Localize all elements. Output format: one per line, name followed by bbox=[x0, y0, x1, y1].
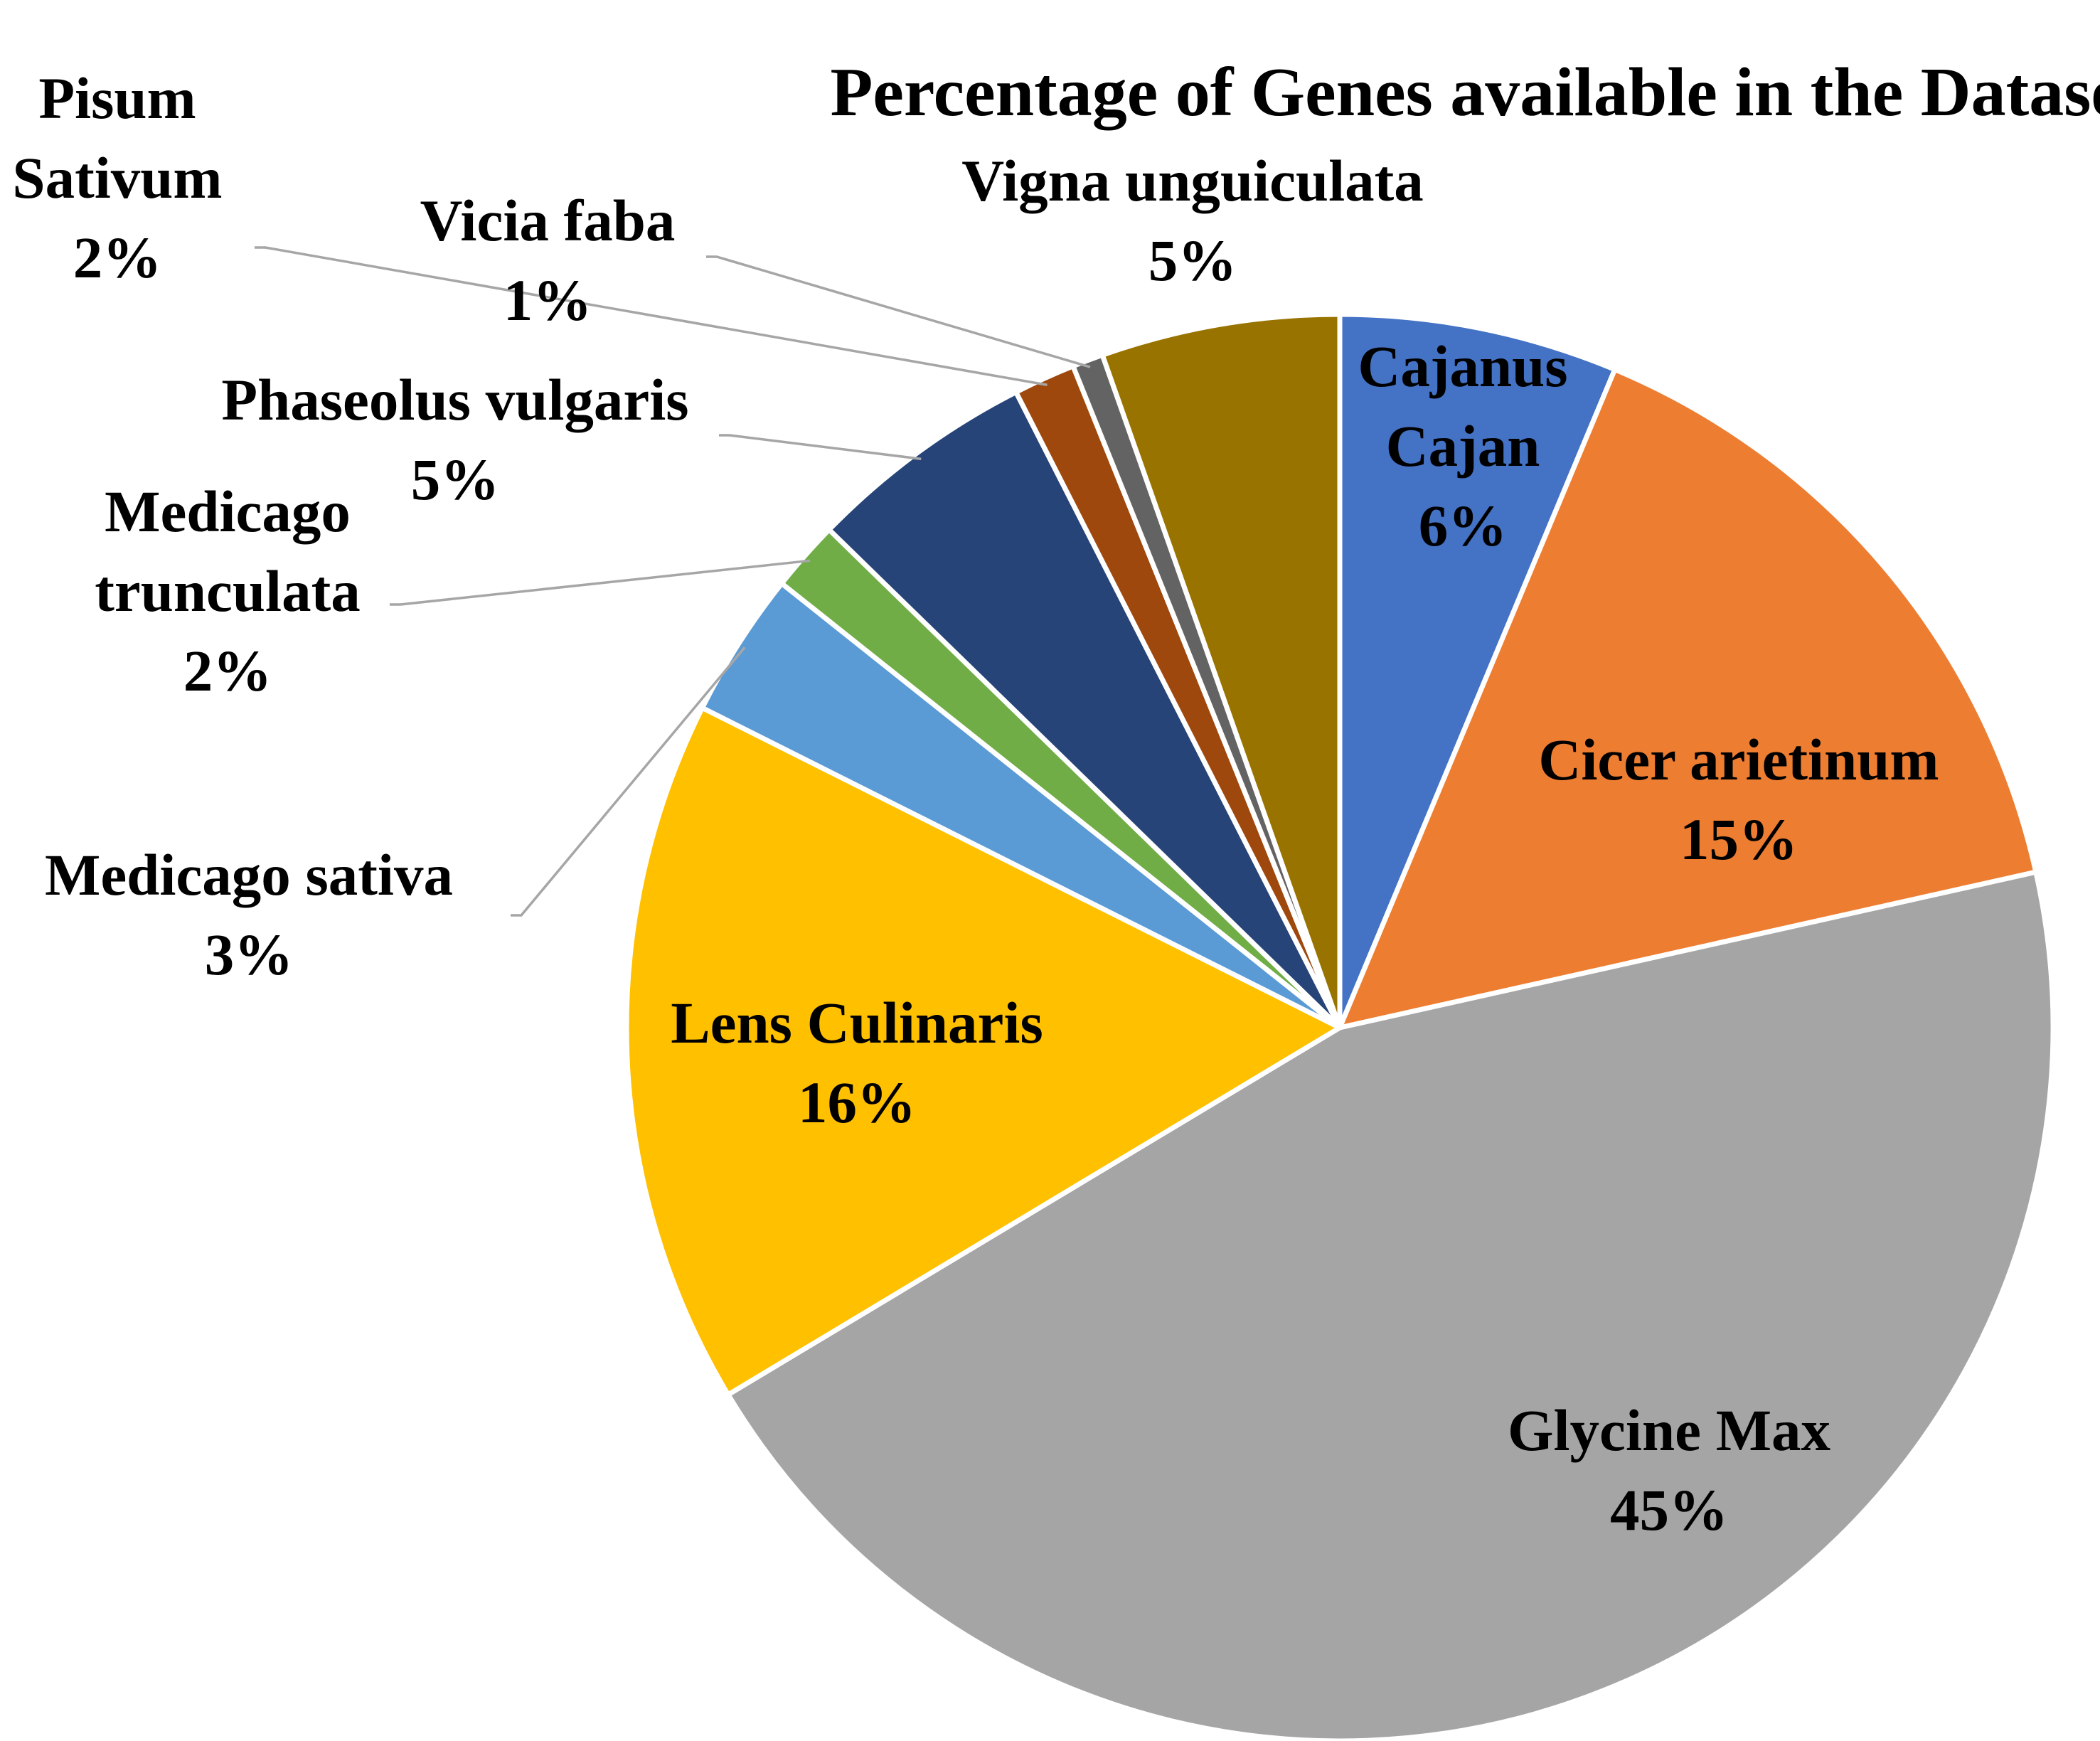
leader-line-medicago-trunculata bbox=[390, 559, 811, 606]
category-label: Cajanus bbox=[1358, 334, 1567, 399]
label-vigna-unguiculata: Vigna unguiculata 5% bbox=[961, 148, 1424, 293]
percent-label: 3% bbox=[205, 922, 294, 987]
label-pisum-sativum: Pisum Sativum 2% bbox=[12, 65, 222, 290]
slice-lens-culinaris bbox=[624, 705, 1343, 1397]
label-cicer-arietinum: Cicer arietinum 15% bbox=[1538, 727, 1939, 872]
percent-label: 5% bbox=[411, 447, 500, 512]
category-label: Medicago sativa bbox=[45, 842, 453, 907]
category-label: Glycine Max bbox=[1508, 1397, 1831, 1463]
percent-label: 45% bbox=[1610, 1477, 1728, 1543]
percent-label: 6% bbox=[1419, 493, 1508, 558]
percent-label: 5% bbox=[1148, 228, 1237, 293]
category-label: Cicer arietinum bbox=[1538, 727, 1939, 792]
leader-lines bbox=[255, 246, 1091, 917]
category-label: Vigna unguiculata bbox=[961, 148, 1424, 213]
label-medicago-trunculata: Medicago trunculata 2% bbox=[95, 479, 361, 703]
pie-slices bbox=[624, 312, 2056, 1741]
category-label: Medicago bbox=[105, 479, 351, 544]
leader-line-medicago-sativa bbox=[511, 646, 746, 917]
leader-line-phaseolus-vulgaris bbox=[719, 434, 922, 461]
category-label: trunculata bbox=[95, 558, 361, 624]
percent-label: 15% bbox=[1680, 806, 1798, 872]
percent-label: 2% bbox=[73, 225, 162, 290]
label-glycine-max: Glycine Max 45% bbox=[1508, 1397, 1831, 1543]
label-medicago-sativa: Medicago sativa 3% bbox=[45, 842, 453, 987]
slice-vigna-unguiculata bbox=[1099, 312, 1343, 1031]
label-cajanus-cajan: Cajanus Cajan 6% bbox=[1358, 334, 1567, 558]
category-label: Phaseolus vulgaris bbox=[221, 367, 688, 432]
category-label: Sativum bbox=[12, 145, 222, 211]
slice-cicer-arietinum bbox=[1337, 367, 2039, 1031]
category-label: Pisum bbox=[38, 65, 196, 131]
slice-cajanus-cajan bbox=[1337, 312, 1618, 1031]
category-label: Cajan bbox=[1386, 413, 1540, 479]
label-phaseolus-vulgaris: Phaseolus vulgaris 5% bbox=[221, 367, 688, 512]
slice-labels: Cajanus Cajan 6% Cicer arietinum 15% Glycine … bbox=[12, 65, 1939, 1543]
slice-glycine-max bbox=[725, 869, 2056, 1741]
percent-label: 16% bbox=[798, 1070, 916, 1135]
percent-label: 1% bbox=[503, 267, 592, 333]
percent-label: 2% bbox=[183, 638, 272, 703]
leader-line-vicia-faba bbox=[706, 255, 1091, 368]
category-label: Vicia faba bbox=[420, 188, 676, 253]
category-label: Lens Culinaris bbox=[671, 990, 1043, 1055]
label-vicia-faba: Vicia faba 1% bbox=[420, 188, 676, 333]
leader-line-pisum-sativum bbox=[255, 246, 1048, 386]
label-lens-culinaris: Lens Culinaris 16% bbox=[671, 990, 1043, 1135]
slice-phaseolus-vulgaris bbox=[826, 389, 1343, 1031]
chart-title: Percentage of Genes available in the Dat… bbox=[831, 54, 2100, 131]
